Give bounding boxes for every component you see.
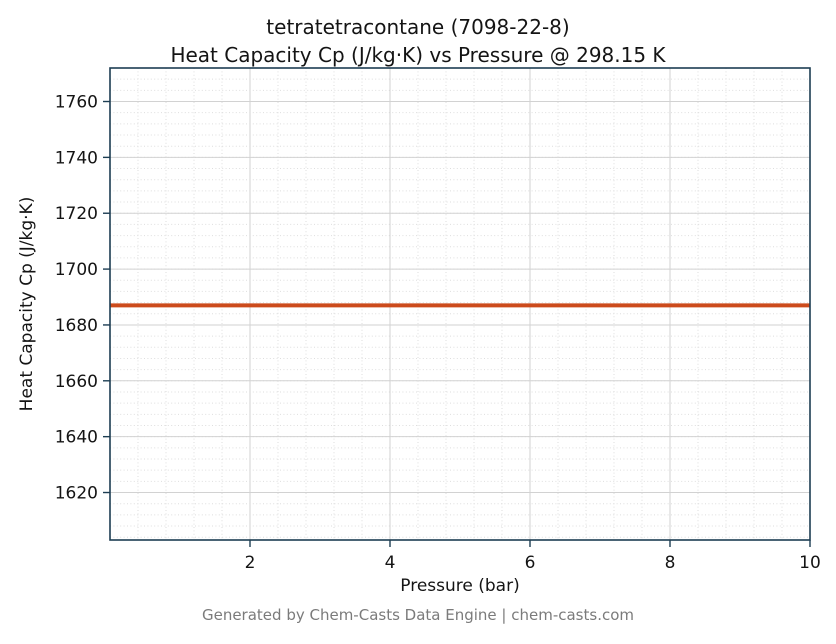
svg-text:1680: 1680: [55, 316, 98, 336]
svg-text:1720: 1720: [55, 204, 98, 224]
svg-text:1760: 1760: [55, 93, 98, 113]
svg-text:1660: 1660: [55, 372, 98, 392]
chart-title: tetratetracontane (7098-22-8) Heat Capac…: [0, 13, 836, 69]
chart-title-line-2: Heat Capacity Cp (J/kg·K) vs Pressure @ …: [170, 43, 666, 67]
footer-attribution: Generated by Chem-Casts Data Engine | ch…: [201, 606, 635, 624]
svg-text:1620: 1620: [55, 484, 98, 504]
x-axis-label: Pressure (bar): [400, 576, 520, 596]
svg-text:1640: 1640: [55, 428, 98, 448]
svg-text:1700: 1700: [55, 260, 98, 280]
svg-text:10: 10: [799, 553, 821, 573]
y-tick-labels: 1620 1640 1660 1680 1700 1720 1740 1760: [55, 93, 98, 504]
svg-text:8: 8: [665, 553, 676, 573]
x-tick-labels: 2 4 6 8 10: [245, 553, 821, 573]
chart-title-line-1: tetratetracontane (7098-22-8): [266, 15, 570, 39]
svg-text:4: 4: [385, 553, 396, 573]
plot-frame: [109, 67, 811, 541]
svg-text:2: 2: [245, 553, 256, 573]
svg-text:6: 6: [525, 553, 536, 573]
svg-text:1740: 1740: [55, 148, 98, 168]
y-axis-label: Heat Capacity Cp (J/kg·K): [17, 196, 37, 412]
tick-marks: [103, 100, 811, 547]
